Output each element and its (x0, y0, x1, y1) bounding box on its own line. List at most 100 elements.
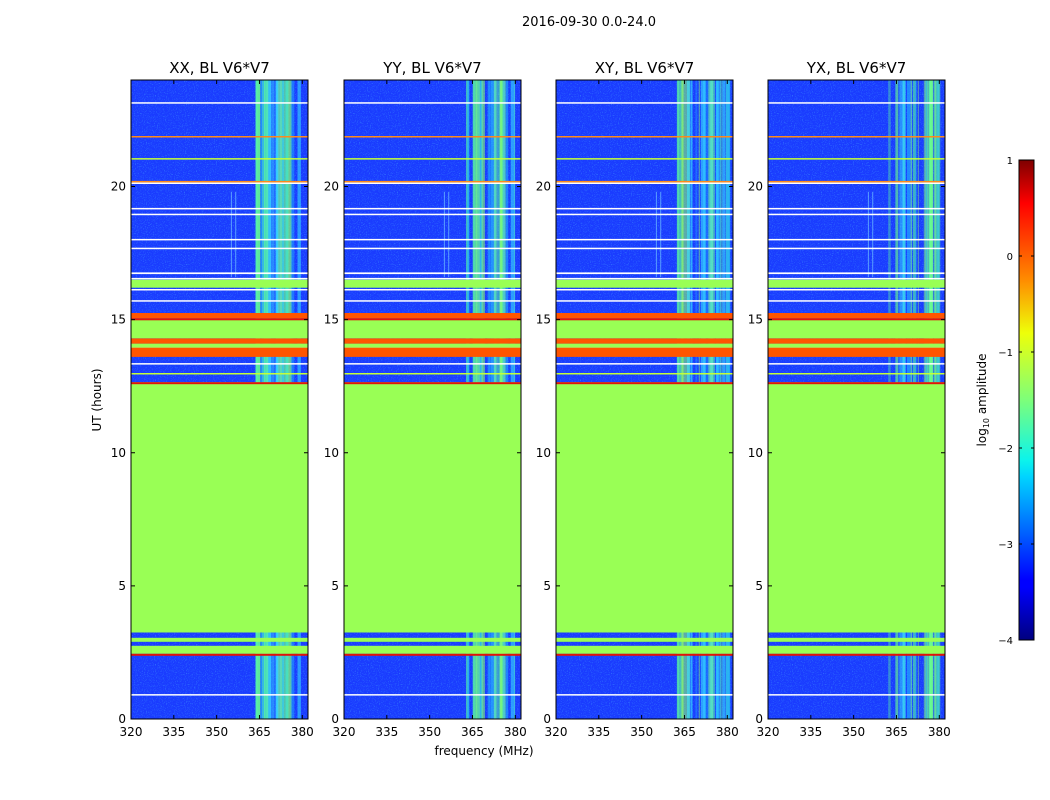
time-flag-line (131, 136, 308, 138)
y-tick-label: 0 (755, 712, 763, 726)
band-edge-line (131, 318, 308, 321)
panel-frame (555, 79, 734, 720)
colorbar-tick-label: 1 (1007, 156, 1013, 167)
panel-frame (343, 79, 522, 720)
band-edge-line (344, 653, 521, 656)
x-tick-label: 335 (799, 725, 822, 739)
flagged-band (344, 347, 521, 357)
flagged-band (344, 382, 521, 633)
time-flag-line (768, 180, 945, 183)
flagged-band (556, 279, 733, 288)
x-tick-label: 350 (842, 725, 865, 739)
panel-title: YY, BL V6*V7 (382, 59, 481, 77)
flagged-band (131, 347, 308, 357)
band-edge-line (344, 382, 521, 385)
time-flag-line (556, 213, 733, 216)
y-tick-label: 5 (755, 579, 763, 593)
time-flag-line (768, 373, 945, 375)
flagged-band (131, 645, 308, 654)
flagged-band (768, 347, 945, 357)
band-edge-line (556, 318, 733, 321)
colorbar-tick-label: 0 (1007, 252, 1013, 263)
time-flag-line (131, 289, 308, 291)
x-tick-label: 320 (120, 725, 143, 739)
flagged-band (556, 645, 733, 654)
flagged-band (768, 637, 945, 642)
time-flag-line (556, 363, 733, 365)
x-tick-label: 335 (162, 725, 185, 739)
y-tick-label: 10 (111, 446, 126, 460)
time-flag-line (344, 373, 521, 375)
time-flag-line (344, 247, 521, 250)
x-tick-label: 350 (630, 725, 653, 739)
panel-title: XY, BL V6*V7 (595, 59, 695, 77)
flagged-band (556, 343, 733, 348)
time-flag-line (131, 272, 308, 275)
x-axis-label: frequency (MHz) (434, 744, 533, 758)
channel-line (235, 191, 237, 278)
panel-frame (130, 79, 309, 720)
y-tick-label: 15 (324, 313, 339, 327)
x-tick-label: 320 (333, 725, 356, 739)
time-flag-line (768, 363, 945, 365)
colorbar-gradient (1018, 159, 1035, 641)
time-flag-line (768, 158, 945, 160)
time-flag-line (344, 182, 521, 184)
y-tick-label: 0 (543, 712, 551, 726)
time-flag-line (131, 182, 308, 184)
y-tick-label: 0 (118, 712, 126, 726)
time-flag-line (344, 363, 521, 365)
y-tick-label: 10 (748, 446, 763, 460)
colorbar: 10−1−2−3−4 log10 amplitude (975, 156, 1035, 647)
time-flag-line (768, 247, 945, 250)
time-flag-line (344, 694, 521, 696)
y-tick-label: 10 (324, 446, 339, 460)
time-flag-line (556, 300, 733, 302)
time-flag-line (131, 373, 308, 375)
time-flag-line (768, 272, 945, 275)
channel-line (448, 191, 450, 278)
channel-line (443, 191, 445, 278)
flagged-band (131, 637, 308, 642)
y-tick-label: 10 (536, 446, 551, 460)
channel-line (230, 191, 232, 278)
band-edge-line (556, 382, 733, 385)
flagged-band (768, 313, 945, 319)
x-tick-label: 380 (716, 725, 739, 739)
y-tick-label: 5 (543, 579, 551, 593)
channel-line (867, 191, 869, 278)
band-edge-line (768, 318, 945, 321)
time-flag-line (344, 272, 521, 275)
y-tick-label: 0 (331, 712, 339, 726)
time-flag-line (131, 238, 308, 241)
time-flag-line (344, 213, 521, 216)
flagged-band (556, 347, 733, 357)
x-tick-label: 380 (291, 725, 314, 739)
time-flag-line (131, 277, 308, 280)
time-flag-line (768, 207, 945, 210)
time-flag-line (131, 300, 308, 302)
flagged-band (344, 343, 521, 348)
time-flag-line (768, 102, 945, 104)
y-tick-label: 5 (331, 579, 339, 593)
flagged-band (344, 637, 521, 642)
time-flag-line (556, 277, 733, 280)
time-flag-line (768, 289, 945, 291)
colorbar-tick-label: −1 (998, 348, 1013, 359)
time-flag-line (131, 207, 308, 210)
time-flag-line (556, 272, 733, 275)
time-flag-line (344, 289, 521, 291)
y-tick-label: 20 (111, 180, 126, 194)
colorbar-label-subscript: 10 (982, 418, 991, 428)
time-flag-line (556, 238, 733, 241)
panel-3: XY, BL V6*V7 320 335 350 365 380 0 5 10 15 20 (536, 59, 739, 739)
x-tick-label: 335 (587, 725, 610, 739)
flagged-band (131, 343, 308, 348)
time-flag-line (768, 136, 945, 138)
panel-title: XX, BL V6*V7 (169, 59, 270, 77)
flagged-band (131, 382, 308, 633)
time-flag-line (131, 694, 308, 696)
time-flag-line (556, 136, 733, 138)
time-flag-line (131, 363, 308, 365)
channel-line (660, 191, 662, 278)
